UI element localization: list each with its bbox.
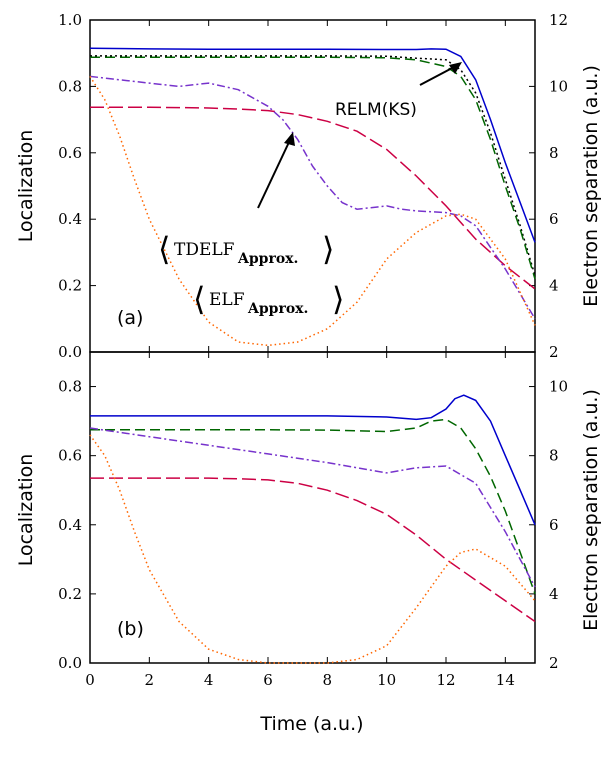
y2-tick-label: 2	[549, 343, 559, 361]
elf-sub: Approx.	[247, 301, 308, 317]
panel-b-x-ticks: 0 2 4 6 8 10 12 14	[85, 352, 515, 689]
series-line	[90, 106, 536, 290]
panel-a-label: (a)	[117, 307, 143, 329]
series-line	[90, 418, 536, 595]
x-tick-label: 4	[204, 671, 214, 689]
tdelf-sub: Approx.	[237, 251, 298, 267]
relm-arrow	[419, 65, 457, 86]
series-line	[90, 55, 536, 276]
tdelf-arrow	[257, 139, 291, 209]
y-tick-label: 0.4	[58, 516, 82, 534]
x-tick-label: 6	[263, 671, 273, 689]
y2-tick-label: 6	[549, 210, 559, 228]
series-line	[89, 75, 536, 347]
y-tick-label: 0.2	[58, 277, 82, 295]
y2-tick-label: 2	[549, 654, 559, 672]
tdelf-arrowhead	[284, 132, 295, 146]
panel-a-x-ticks	[89, 20, 506, 352]
panel-b-y2-ticks: 2 4 6 8 10	[529, 378, 568, 672]
y-tick-label: 0.8	[58, 378, 82, 396]
y2-tick-label: 10	[549, 378, 568, 396]
relm-arrowhead	[449, 62, 462, 74]
series-line	[90, 477, 536, 623]
x-tick-label: 8	[323, 671, 333, 689]
panel-b-series	[89, 394, 536, 664]
panel-a-frame	[89, 19, 536, 353]
y2-tick-label: 12	[549, 11, 568, 29]
x-tick-label: 0	[85, 671, 95, 689]
y2-tick-label: 8	[549, 447, 559, 465]
series-line	[89, 75, 536, 320]
panel-b-y-label: Localization	[15, 454, 37, 567]
panel-a: 0.0 0.2 0.4 0.6 0.8 1.0 2 4 6 8 10 12 Localization…	[15, 11, 602, 361]
tdelf-left-bracket: ⟨	[158, 230, 170, 268]
panel-a-series	[89, 47, 536, 347]
y2-tick-label: 10	[549, 77, 568, 95]
y-tick-label: 0.4	[58, 210, 82, 228]
y-tick-label: 0.0	[58, 654, 82, 672]
y-tick-label: 0.6	[58, 144, 82, 162]
elf-left-bracket: ⟨	[193, 280, 205, 318]
x-tick-label: 10	[377, 671, 396, 689]
tdelf-annotation: ⟨ TDELF Approx. ⟩	[158, 230, 334, 268]
series-line	[90, 56, 536, 280]
series-line	[89, 427, 536, 588]
panel-a-y2-ticks: 2 4 6 8 10 12	[529, 11, 568, 361]
y2-tick-label: 6	[549, 516, 559, 534]
x-tick-label: 14	[496, 671, 515, 689]
y-tick-label: 0.6	[58, 447, 82, 465]
y-tick-label: 0.0	[58, 343, 82, 361]
panel-b-y2-label: Electron separation (a.u.)	[580, 389, 602, 631]
panel-b-frame	[89, 351, 536, 664]
y2-tick-label: 8	[549, 144, 559, 162]
panel-a-y-label: Localization	[15, 130, 37, 243]
series-line	[90, 394, 536, 526]
x-tick-label: 12	[436, 671, 455, 689]
relm-annotation: RELM(KS)	[335, 100, 417, 120]
panel-b-label: (b)	[117, 618, 144, 640]
series-line	[89, 434, 536, 664]
x-axis-label: Time (a.u.)	[259, 713, 363, 735]
y-tick-label: 0.2	[58, 585, 82, 603]
y-tick-label: 1.0	[58, 11, 82, 29]
y2-tick-label: 4	[549, 277, 559, 295]
x-tick-label: 2	[145, 671, 155, 689]
series-line	[89, 47, 536, 243]
elf-annotation: ⟨ ELF Approx. ⟩	[193, 280, 344, 318]
tdelf-main: TDELF	[174, 240, 235, 260]
panel-b-y-ticks: 0.0 0.2 0.4 0.6 0.8	[58, 378, 96, 672]
tdelf-right-bracket: ⟩	[322, 230, 334, 268]
panel-b: 0 2 4 6 8 10 12 14 0.0 0.2 0.4 0.6 0.8 2 4 6 8 10 Local…	[15, 351, 602, 689]
y-tick-label: 0.8	[58, 77, 82, 95]
y2-tick-label: 4	[549, 585, 559, 603]
elf-main: ELF	[209, 290, 245, 310]
panel-a-y-ticks: 0.0 0.2 0.4 0.6 0.8 1.0	[58, 11, 96, 361]
panel-a-y2-label: Electron separation (a.u.)	[580, 65, 602, 307]
elf-right-bracket: ⟩	[332, 280, 344, 318]
